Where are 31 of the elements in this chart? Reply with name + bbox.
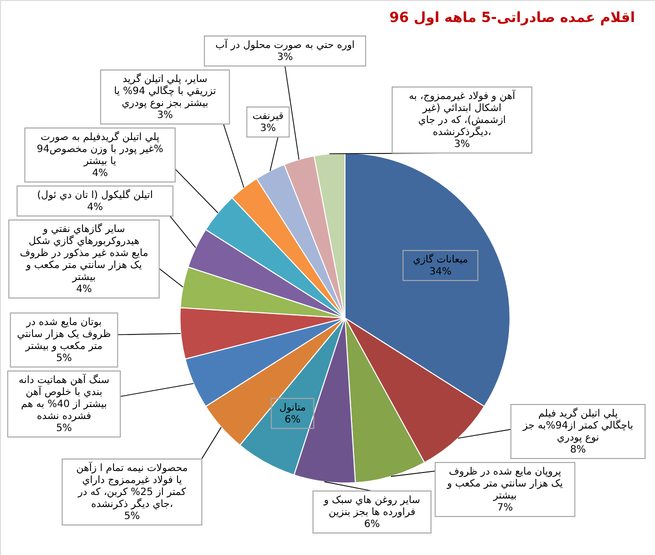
slice-label: بوتان مايع شده در ظروف يک هزار سانتي متر مکعب و بيشتر	[17, 317, 111, 352]
data-label: 4%	[76, 284, 92, 295]
data-label: 3%	[157, 110, 173, 121]
slice-label: آهن و فولاد غيرممزوج، به اشكال ابتدائي (غير ازشمش)، كه در جاي ديگرذكرنشده،	[408, 89, 516, 138]
slice-label: متانول	[279, 402, 306, 414]
data-label: 4%	[87, 202, 103, 213]
slice-label: محصولات نيمه تمام ا زآهن يا فولاد غيرممزوج داراي كمتر از 25% كربن، كه در جاي ديگر ذكرنشده،	[76, 461, 188, 510]
slice-label: ساير، پلي اتيلن گريد تزريقي با چگالي 94% يا بيشتر بجز نوع پودري	[114, 73, 216, 109]
data-label: 7%	[497, 502, 513, 514]
slice-label: قيرنفت	[252, 111, 284, 122]
data-label: 4%	[92, 168, 108, 179]
data-label: 3%	[277, 52, 293, 63]
data-label: 5%	[124, 511, 140, 522]
slice-label: سنگ آهن هماتيت دانه بندي با خلوص آهن بيشتر از 40% به هم فشرده نشده	[18, 373, 110, 422]
data-label: 34%	[429, 266, 452, 278]
chart-title: اقلام عمده صادراتی-5 ماهه اول 96	[389, 10, 635, 26]
data-label: 5%	[56, 353, 72, 364]
slice-label: ساير گازهاي نفتي و هيدروكربورهاي گازي شكل مايع شده غير مذكور در ظروف يک هزار سانتي متر مکعب و بيشتر	[20, 223, 148, 283]
data-label: 5%	[56, 423, 72, 434]
slice-label: ساير روغن هاي سبک و فراورده ها بجز بنزين	[322, 495, 420, 518]
slice-label: میعانات گازي	[412, 254, 468, 266]
data-label: 8%	[570, 444, 586, 456]
slice-label: پلي اتيلن گريد فيلم باچگالي كمتر از94%به جز نوع پودري	[522, 408, 634, 444]
slice-label: پلي اتيلن گريدفيلم به صورت غير پودر با وزن مخصوص94% يا بيشتر	[36, 131, 164, 167]
data-label: 6%	[364, 519, 380, 530]
slice-label: پروپان مايع شده در ظروف يک هزار سانتي متر مکعب و بيشتر	[446, 466, 564, 502]
data-label: 3%	[454, 139, 470, 150]
data-label: 3%	[260, 123, 276, 134]
data-label: 6%	[284, 414, 300, 426]
slice-label: اوره حتي به صورت محلول در آب	[215, 38, 355, 51]
slice-label: اتيلن گليكول (ا تان دي ئول)	[37, 189, 153, 201]
